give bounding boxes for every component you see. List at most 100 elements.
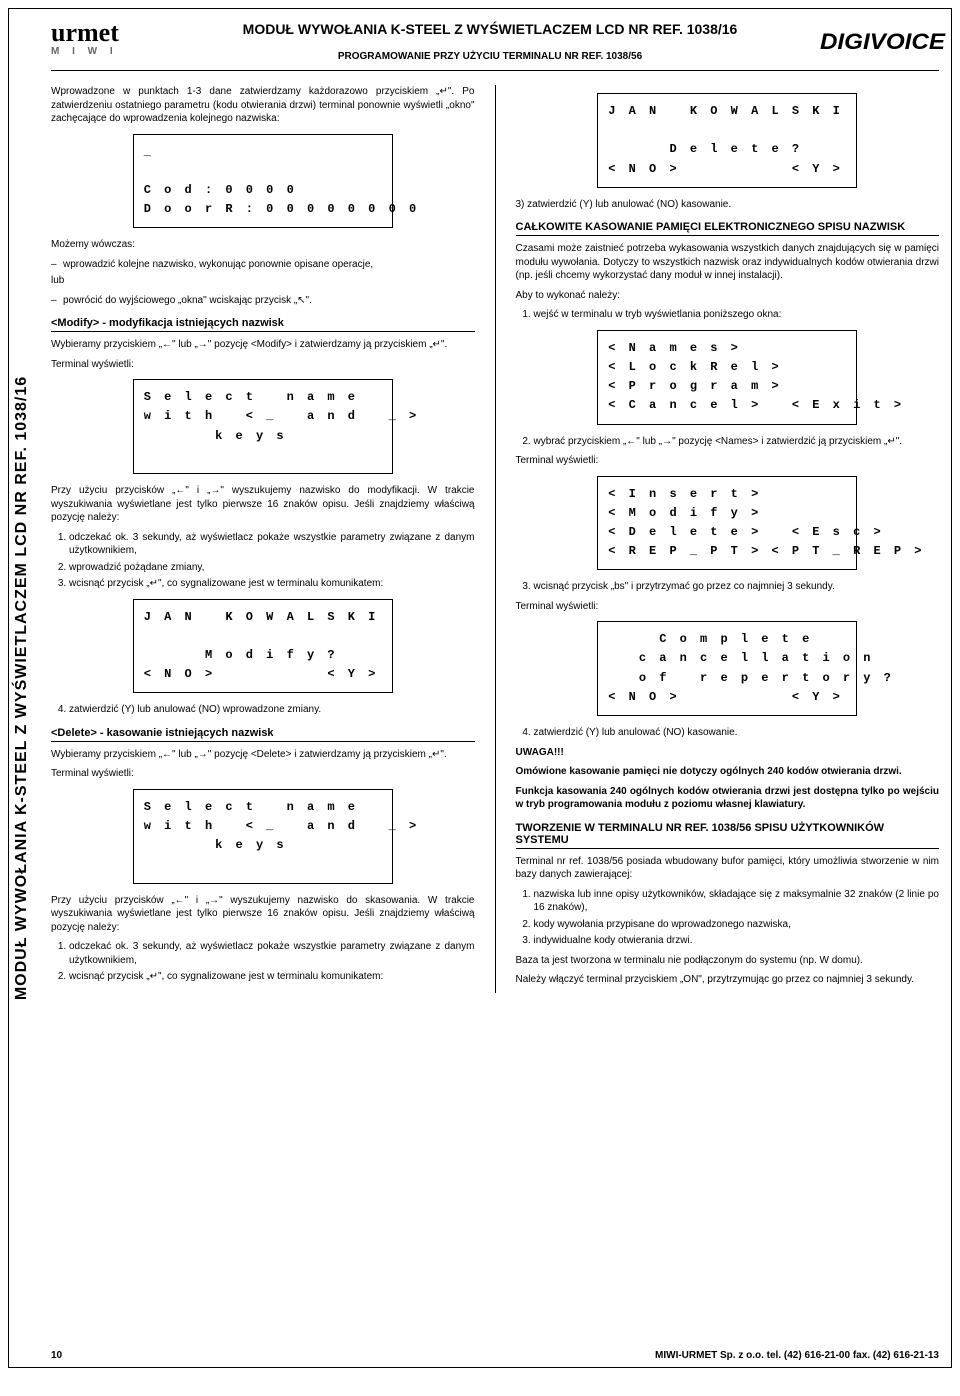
- lcd4-l3: k e y s: [144, 836, 382, 855]
- lcd-screen-4: S e l e c t n a m e w i t h < _ a n d _ …: [133, 789, 393, 884]
- title-sub: PROGRAMOWANIE PRZY UŻYCIU TERMINALU NR R…: [171, 51, 809, 62]
- side-tab-label: MODUŁ WYWOŁANIA K-STEEL Z WYŚWIETLACZEM …: [13, 376, 31, 1000]
- lcd6-l3: < P r o g r a m >: [608, 377, 846, 396]
- columns: Wprowadzone w punktach 1-3 dane zatwierd…: [51, 85, 939, 993]
- r-s3: 3) zatwierdzić (Y) lub anulować (NO) kas…: [516, 198, 940, 212]
- lcd5-l3: D e l e t e ?: [608, 140, 846, 159]
- lcd5-l1: J A N K O W A L S K I: [608, 102, 846, 121]
- lcd2-l4: [144, 446, 382, 465]
- create-li3: indywidualne kody otwierania drzwi.: [534, 934, 940, 948]
- lcd2-l1: S e l e c t n a m e: [144, 388, 382, 407]
- lcd6-l1: < N a m e s >: [608, 339, 846, 358]
- uwaga-p2: Funkcja kasowania 240 ogólnych kodów otw…: [516, 785, 940, 812]
- options-list: wprowadzić kolejne nazwisko, wykonując p…: [51, 258, 475, 272]
- term-shows-2: Terminal wyświetli:: [51, 767, 475, 781]
- rule: [516, 235, 940, 236]
- delete-s2: wcisnąć przycisk „↵", co sygnalizowane j…: [69, 970, 475, 984]
- erase-steps-2: wybrać przyciskiem „←" lub „→" pozycję <…: [516, 435, 940, 449]
- logo-block: urmet M I W I: [51, 21, 161, 57]
- page-number: 10: [51, 1350, 62, 1361]
- erase-steps-4: zatwierdzić (Y) lub anulować (NO) kasowa…: [516, 726, 940, 740]
- lcd-screen-5: J A N K O W A L S K I D e l e t e ? < N …: [597, 93, 857, 188]
- create-li2: kody wywołania przypisane do wprowadzone…: [534, 918, 940, 932]
- modify-s4: zatwierdzić (Y) lub anulować (NO) wprowa…: [69, 703, 475, 717]
- lcd8-l4: < N O > < Y >: [608, 688, 846, 707]
- erase-steps-3: wcisnąć przycisk „bs" i przytrzymać go p…: [516, 580, 940, 594]
- erase-s1: wejść w terminalu w tryb wyświetlania po…: [534, 308, 940, 322]
- lub-label: lub: [51, 274, 475, 288]
- lcd1-l1: _: [144, 143, 382, 162]
- lcd4-l2: w i t h < _ a n d _ >: [144, 817, 382, 836]
- create-li1: nazwiska lub inne opisy użytkowników, sk…: [534, 888, 940, 915]
- lcd-screen-3: J A N K O W A L S K I M o d i f y ? < N …: [133, 599, 393, 694]
- lcd8-l1: C o m p l e t e: [608, 630, 846, 649]
- lcd5-l2: [608, 121, 846, 140]
- lcd-screen-2: S e l e c t n a m e w i t h < _ a n d _ …: [133, 379, 393, 474]
- uwaga-heading: UWAGA!!!: [516, 746, 940, 760]
- title-main: MODUŁ WYWOŁANIA K-STEEL Z WYŚWIETLACZEM …: [171, 21, 809, 37]
- erase-p2: Aby to wykonać należy:: [516, 289, 940, 303]
- lcd2-l2: w i t h < _ a n d _ >: [144, 407, 382, 426]
- lcd3-l1: J A N K O W A L S K I: [144, 608, 382, 627]
- lcd8-l2: c a n c e l l a t i o n: [608, 649, 846, 668]
- lcd1-l3: C o d : 0 0 0 0: [144, 181, 382, 200]
- lcd6-l2: < L o c k R e l >: [608, 358, 846, 377]
- lcd1-l2: [144, 162, 382, 181]
- modify-steps: odczekać ok. 3 sekundy, aż wyświetlacz p…: [51, 531, 475, 591]
- right-column: J A N K O W A L S K I D e l e t e ? < N …: [516, 85, 940, 993]
- lcd3-l4: < N O > < Y >: [144, 665, 382, 684]
- create-p: Terminal nr ref. 1038/56 posiada wbudowa…: [516, 855, 940, 882]
- erase-steps: wejść w terminalu w tryb wyświetlania po…: [516, 308, 940, 322]
- intro-paragraph: Wprowadzone w punktach 1-3 dane zatwierd…: [51, 85, 475, 126]
- lcd7-l2: < M o d i f y >: [608, 504, 846, 523]
- create-heading: TWORZENIE W TERMINALU NR REF. 1038/56 SP…: [516, 822, 940, 846]
- lcd7-l3: < D e l e t e > < E s c >: [608, 523, 846, 542]
- footer-company: MIWI-URMET Sp. z o.o. tel. (42) 616-21-0…: [655, 1350, 939, 1361]
- erase-heading: CAŁKOWITE KASOWANIE PAMIĘCI ELEKTRONICZN…: [516, 221, 940, 233]
- modify-heading: <Modify> - modyfikacja istniejących nazw…: [51, 317, 475, 329]
- lcd2-l3: k e y s: [144, 427, 382, 446]
- term-shows-3: Terminal wyświetli:: [516, 454, 940, 468]
- modify-steps-cont: zatwierdzić (Y) lub anulować (NO) wprowa…: [51, 703, 475, 717]
- lcd4-l1: S e l e c t n a m e: [144, 798, 382, 817]
- rule: [516, 848, 940, 849]
- lcd7-l1: < I n s e r t >: [608, 485, 846, 504]
- erase-s2: wybrać przyciskiem „←" lub „→" pozycję <…: [534, 435, 940, 449]
- options-list-2: powrócić do wyjściowego „okna" wciskając…: [51, 294, 475, 308]
- lcd7-l4: < R E P _ P T > < P T _ R E P >: [608, 542, 846, 561]
- erase-p: Czasami może zaistnieć potrzeba wykasowa…: [516, 242, 940, 283]
- opt2: powrócić do wyjściowego „okna" wciskając…: [51, 294, 475, 308]
- term-shows-1: Terminal wyświetli:: [51, 358, 475, 372]
- delete-heading: <Delete> - kasowanie istniejących nazwis…: [51, 727, 475, 739]
- lcd-screen-6: < N a m e s > < L o c k R e l > < P r o …: [597, 330, 857, 425]
- lcd-screen-8: C o m p l e t e c a n c e l l a t i o n …: [597, 621, 857, 716]
- delete-steps: odczekać ok. 3 sekundy, aż wyświetlacz p…: [51, 940, 475, 984]
- lcd3-l2: [144, 627, 382, 646]
- delete-p2: Przy użyciu przycisków „←" i „→" wyszuku…: [51, 894, 475, 935]
- brand-right: DIGIVOICE: [813, 21, 945, 55]
- modify-s2: wprowadzić pożądane zmiany,: [69, 561, 475, 575]
- mozemy-label: Możemy wówczas:: [51, 238, 475, 252]
- erase-s4: zatwierdzić (Y) lub anulować (NO) kasowa…: [534, 726, 940, 740]
- title-block: MODUŁ WYWOŁANIA K-STEEL Z WYŚWIETLACZEM …: [171, 21, 809, 62]
- rule: [51, 741, 475, 742]
- delete-s1: odczekać ok. 3 sekundy, aż wyświetlacz p…: [69, 940, 475, 967]
- column-divider: [495, 85, 496, 993]
- modify-p2: Przy użyciu przycisków „←" i „→" wyszuku…: [51, 484, 475, 525]
- lcd-screen-1: _ C o d : 0 0 0 0 D o o r R : 0 0 0 0 0 …: [133, 134, 393, 229]
- left-column: Wprowadzone w punktach 1-3 dane zatwierd…: [51, 85, 475, 993]
- term-shows-4: Terminal wyświetli:: [516, 600, 940, 614]
- logo-text: urmet: [51, 21, 161, 44]
- logo-sub: M I W I: [51, 46, 161, 57]
- modify-p: Wybieramy przyciskiem „←" lub „→" pozycj…: [51, 338, 475, 352]
- page-frame: MODUŁ WYWOŁANIA K-STEEL Z WYŚWIETLACZEM …: [8, 8, 952, 1368]
- opt1: wprowadzić kolejne nazwisko, wykonując p…: [51, 258, 475, 272]
- modify-s3: wcisnąć przycisk „↵", co sygnalizowane j…: [69, 577, 475, 591]
- footer: 10 MIWI-URMET Sp. z o.o. tel. (42) 616-2…: [51, 1350, 939, 1361]
- delete-p: Wybieramy przyciskiem „←" lub „→" pozycj…: [51, 748, 475, 762]
- uwaga-p1: Omówione kasowanie pamięci nie dotyczy o…: [516, 765, 940, 779]
- lcd1-l4: D o o r R : 0 0 0 0 0 0 0 0: [144, 200, 382, 219]
- modify-s1: odczekać ok. 3 sekundy, aż wyświetlacz p…: [69, 531, 475, 558]
- lcd3-l3: M o d i f y ?: [144, 646, 382, 665]
- lcd8-l3: o f r e p e r t o r y ?: [608, 669, 846, 688]
